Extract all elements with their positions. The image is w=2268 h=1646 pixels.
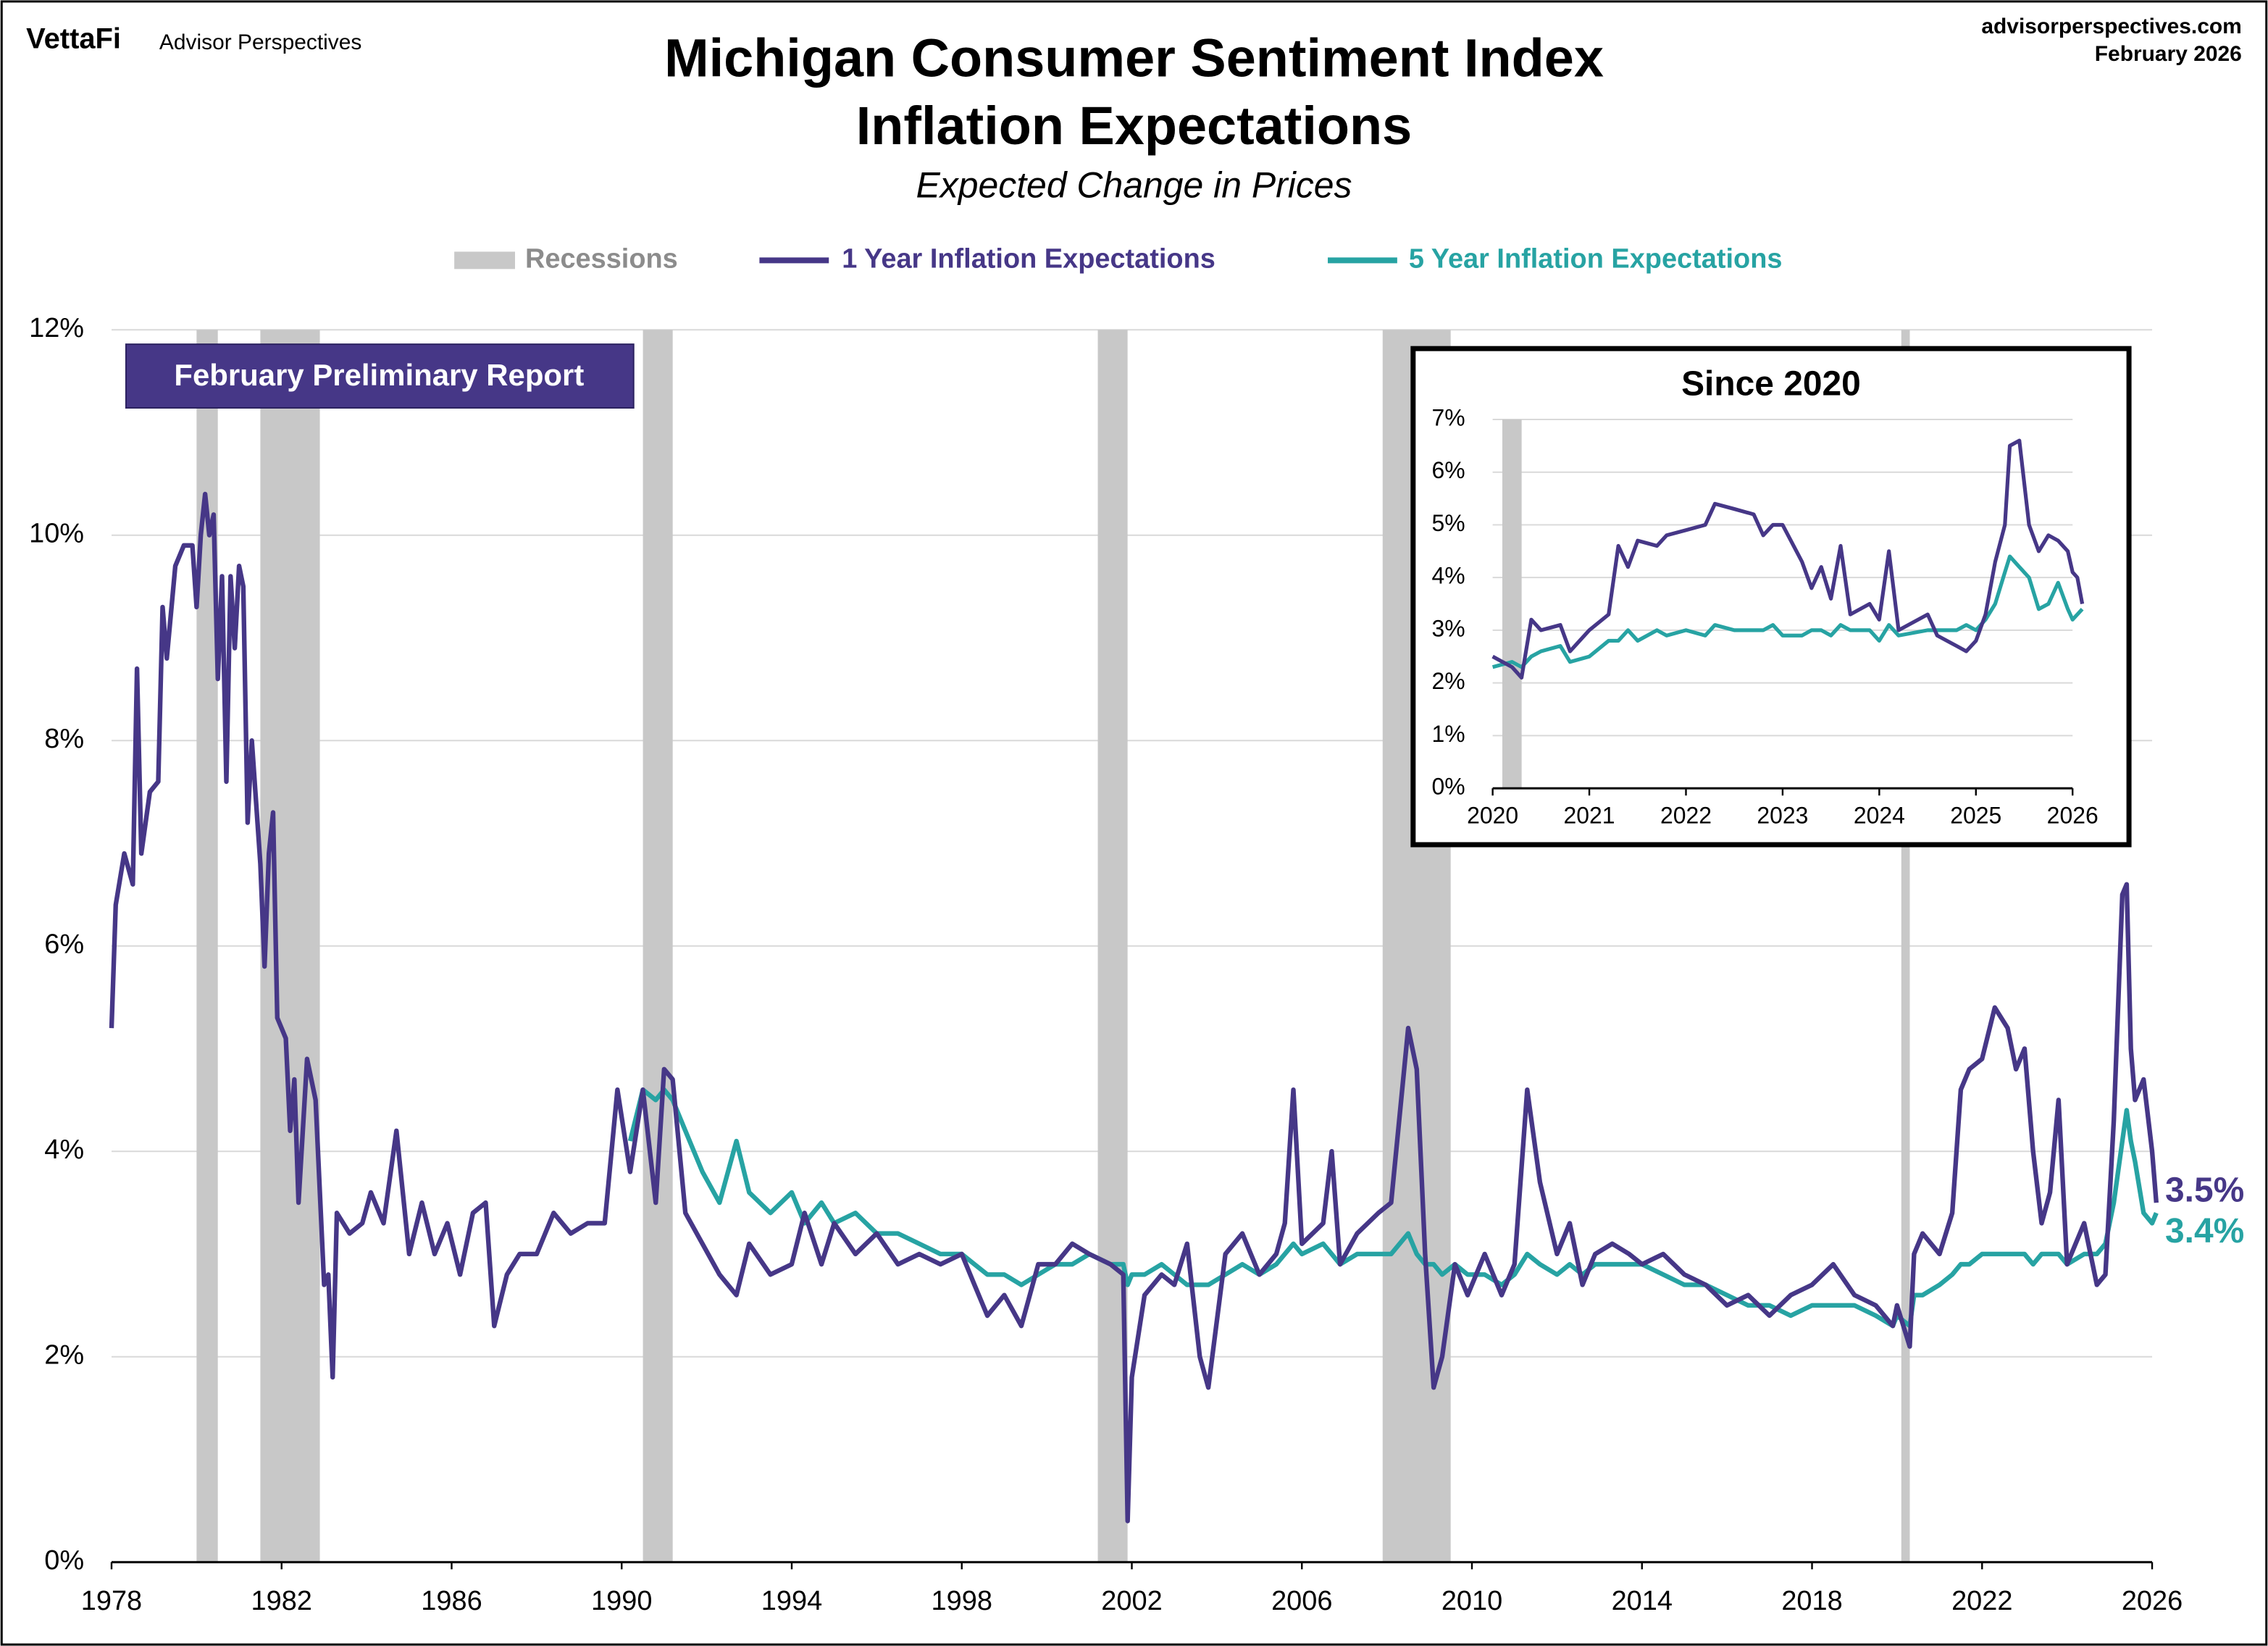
date: February 2026 xyxy=(2095,42,2242,66)
x-tick-label: 1990 xyxy=(591,1586,652,1616)
legend-swatch xyxy=(454,251,516,270)
y-tick-label: 1% xyxy=(1432,721,1465,747)
y-tick-label: 0% xyxy=(44,1545,84,1576)
y-tick-label: 3% xyxy=(1432,615,1465,641)
x-tick-label: 2025 xyxy=(1950,802,2001,828)
website: advisorperspectives.com xyxy=(1981,14,2241,38)
legend-label: Recessions xyxy=(525,243,678,274)
x-tick-label: 2020 xyxy=(1467,802,1518,828)
legend-label: 1 Year Inflation Expectations xyxy=(842,243,1215,274)
x-tick-label: 2014 xyxy=(1612,1586,1673,1616)
x-tick-label: 1978 xyxy=(81,1586,142,1616)
inset-frame xyxy=(1410,346,2132,848)
x-tick-label: 2024 xyxy=(1854,802,1905,828)
x-tick-label: 2022 xyxy=(1660,802,1712,828)
end-label: 3.4% xyxy=(2165,1212,2244,1250)
y-tick-label: 6% xyxy=(1432,457,1465,483)
series-line xyxy=(627,1087,2159,1329)
chart-title: Michigan Consumer Sentiment Index xyxy=(664,28,1604,88)
y-tick-label: 4% xyxy=(1432,563,1465,589)
publisher: Advisor Perspectives xyxy=(159,30,362,54)
end-label: 3.5% xyxy=(2165,1171,2244,1210)
x-tick-label: 2022 xyxy=(1951,1586,2012,1616)
x-tick-label: 2021 xyxy=(1564,802,1615,828)
recession-band xyxy=(260,330,320,1563)
y-tick-label: 5% xyxy=(1432,510,1465,536)
recession-band xyxy=(643,330,673,1563)
y-tick-label: 6% xyxy=(44,929,84,960)
x-tick-label: 2026 xyxy=(2122,1586,2183,1616)
x-tick-label: 2006 xyxy=(1271,1586,1332,1616)
x-tick-label: 2002 xyxy=(1101,1586,1162,1616)
y-tick-label: 7% xyxy=(1432,404,1465,430)
y-tick-label: 2% xyxy=(1432,668,1465,694)
x-tick-label: 1998 xyxy=(932,1586,992,1616)
series-line xyxy=(1491,438,2085,680)
annotation-box xyxy=(125,343,635,409)
x-tick-label: 2023 xyxy=(1757,802,1808,828)
y-tick-label: 0% xyxy=(1432,774,1465,800)
recession-band xyxy=(1901,330,1910,1563)
chart-subtitle: Expected Change in Prices xyxy=(916,165,1352,206)
recession-band xyxy=(1502,419,1522,789)
chart-title: Inflation Expectations xyxy=(856,96,1412,156)
y-tick-label: 2% xyxy=(44,1340,84,1371)
x-tick-label: 1982 xyxy=(251,1586,312,1616)
annotation: February Preliminary Report xyxy=(174,358,584,392)
x-tick-label: 2010 xyxy=(1441,1586,1502,1616)
x-tick-label: 2018 xyxy=(1781,1586,1842,1616)
y-tick-label: 10% xyxy=(29,519,84,549)
x-tick-label: 2026 xyxy=(2047,802,2098,828)
legend-label: 5 Year Inflation Expectations xyxy=(1409,243,1783,274)
y-tick-label: 4% xyxy=(44,1135,84,1165)
series-line xyxy=(109,491,2159,1524)
x-tick-label: 1994 xyxy=(761,1586,822,1616)
y-tick-label: 8% xyxy=(44,724,84,754)
brand: VettaFi xyxy=(26,22,121,54)
x-tick-label: 1986 xyxy=(421,1586,482,1616)
series-line xyxy=(1491,554,2084,669)
y-tick-label: 12% xyxy=(29,313,84,343)
inset-title: Since 2020 xyxy=(1681,365,1861,404)
